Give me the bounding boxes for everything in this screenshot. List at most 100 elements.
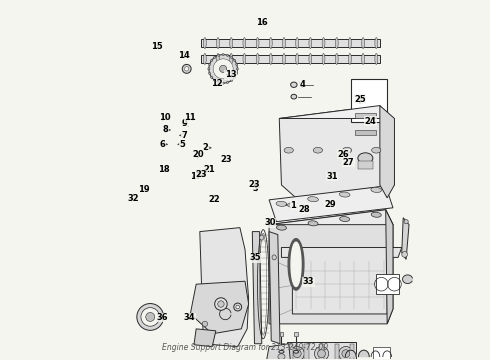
Ellipse shape: [234, 303, 242, 311]
Ellipse shape: [340, 216, 350, 221]
Ellipse shape: [270, 53, 272, 64]
Text: 7: 7: [181, 131, 187, 140]
Ellipse shape: [322, 37, 325, 49]
Ellipse shape: [318, 350, 325, 357]
Ellipse shape: [339, 192, 350, 197]
Text: 18: 18: [158, 165, 170, 174]
Text: 17: 17: [190, 172, 201, 181]
Ellipse shape: [203, 37, 206, 49]
Ellipse shape: [208, 63, 211, 66]
Text: Engine Support Diagram for 213-240-72-00: Engine Support Diagram for 213-240-72-00: [162, 343, 328, 352]
Text: 23: 23: [248, 180, 260, 189]
Text: 21: 21: [203, 165, 215, 174]
Polygon shape: [345, 350, 356, 357]
Ellipse shape: [294, 350, 298, 353]
Ellipse shape: [230, 37, 233, 49]
Ellipse shape: [284, 147, 294, 153]
Ellipse shape: [348, 37, 351, 49]
Text: 32: 32: [128, 194, 139, 203]
Text: 36: 36: [156, 313, 168, 322]
Text: 33: 33: [303, 277, 315, 286]
Text: 10: 10: [159, 113, 171, 122]
Polygon shape: [291, 242, 301, 287]
Ellipse shape: [218, 301, 224, 307]
Polygon shape: [269, 186, 393, 222]
Polygon shape: [267, 344, 291, 360]
Polygon shape: [380, 105, 394, 198]
Ellipse shape: [217, 53, 220, 64]
Polygon shape: [288, 239, 304, 290]
Ellipse shape: [218, 54, 220, 57]
Bar: [280, 332, 283, 336]
Ellipse shape: [278, 354, 285, 360]
Text: 27: 27: [343, 158, 354, 167]
Text: 23: 23: [220, 155, 232, 164]
Bar: [201, 39, 380, 47]
Polygon shape: [402, 218, 409, 260]
Text: 5: 5: [179, 140, 185, 149]
Ellipse shape: [291, 94, 297, 99]
Ellipse shape: [208, 72, 211, 75]
Text: 22: 22: [209, 195, 221, 204]
Bar: [375, 274, 399, 294]
Ellipse shape: [236, 72, 238, 75]
Polygon shape: [190, 281, 248, 334]
Text: 35: 35: [249, 253, 261, 262]
Text: 31: 31: [326, 172, 338, 181]
Ellipse shape: [256, 53, 259, 64]
Ellipse shape: [276, 201, 287, 206]
Polygon shape: [281, 247, 402, 314]
Ellipse shape: [202, 321, 208, 327]
Ellipse shape: [209, 55, 238, 83]
Bar: [289, 344, 294, 360]
Ellipse shape: [222, 82, 224, 84]
Ellipse shape: [260, 235, 264, 240]
Ellipse shape: [211, 59, 213, 62]
Polygon shape: [403, 275, 413, 284]
Text: 28: 28: [298, 205, 310, 214]
Ellipse shape: [404, 220, 408, 224]
Text: 30: 30: [264, 219, 276, 228]
Text: 15: 15: [150, 41, 162, 50]
Ellipse shape: [226, 81, 229, 84]
Text: 3: 3: [253, 184, 259, 193]
Ellipse shape: [335, 37, 338, 49]
Text: 12: 12: [211, 79, 222, 88]
Ellipse shape: [230, 79, 233, 81]
Ellipse shape: [362, 37, 365, 49]
Text: 2: 2: [203, 143, 209, 152]
Ellipse shape: [296, 53, 298, 64]
Ellipse shape: [315, 347, 329, 360]
Ellipse shape: [230, 56, 233, 58]
Polygon shape: [252, 231, 262, 344]
Bar: [355, 130, 376, 135]
Text: 25: 25: [354, 95, 366, 104]
Ellipse shape: [291, 82, 297, 87]
Ellipse shape: [371, 212, 381, 217]
Ellipse shape: [309, 53, 312, 64]
Text: 23: 23: [196, 170, 207, 179]
Ellipse shape: [217, 37, 220, 49]
Ellipse shape: [308, 221, 318, 226]
Ellipse shape: [141, 308, 160, 326]
Text: 16: 16: [256, 18, 268, 27]
Ellipse shape: [185, 67, 189, 71]
Ellipse shape: [146, 312, 155, 321]
Ellipse shape: [203, 53, 206, 64]
Bar: [319, 344, 324, 360]
Ellipse shape: [208, 68, 210, 70]
Ellipse shape: [283, 37, 285, 49]
Ellipse shape: [218, 81, 220, 84]
Text: 34: 34: [184, 314, 196, 323]
Ellipse shape: [308, 197, 319, 202]
Bar: [351, 79, 387, 122]
Polygon shape: [269, 210, 393, 225]
Ellipse shape: [256, 37, 259, 49]
Text: 6: 6: [160, 140, 166, 149]
Text: 8: 8: [163, 126, 169, 135]
Ellipse shape: [294, 350, 301, 357]
Ellipse shape: [213, 59, 233, 79]
Polygon shape: [359, 350, 369, 357]
Bar: [304, 344, 309, 360]
Ellipse shape: [230, 53, 233, 64]
